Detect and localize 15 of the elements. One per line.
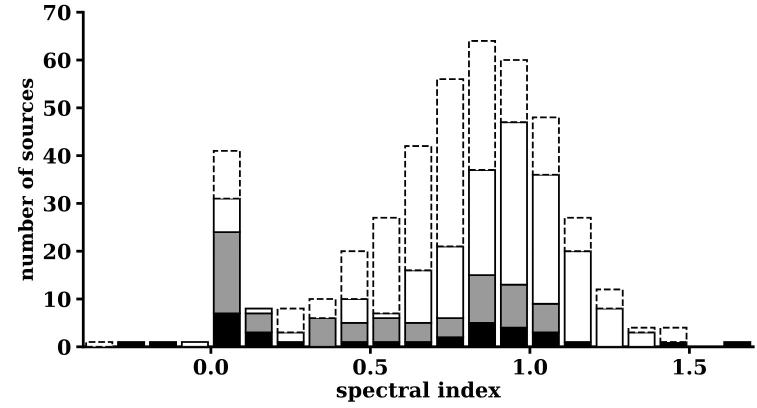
y-tick-label: 70 (44, 4, 70, 20)
y-tick-label: 10 (45, 291, 70, 308)
x-tick-label: 0.5 (353, 358, 387, 375)
y-tick-label: 50 (44, 100, 70, 116)
x-tick-label: 1.5 (674, 358, 706, 375)
y-tick-label: 30 (44, 196, 70, 212)
y-axis-title: number of sources (18, 78, 34, 281)
x-tick-label: 0.0 (194, 358, 228, 375)
y-tick-label: 60 (44, 52, 70, 68)
y-tick-label: 0 (58, 339, 70, 356)
bar (659, 326, 688, 343)
y-tick-label: 20 (44, 244, 70, 260)
x-tick-label: 1.0 (514, 358, 548, 375)
y-tick-label: 40 (43, 148, 70, 164)
x-axis-title: spectral index (336, 382, 501, 402)
